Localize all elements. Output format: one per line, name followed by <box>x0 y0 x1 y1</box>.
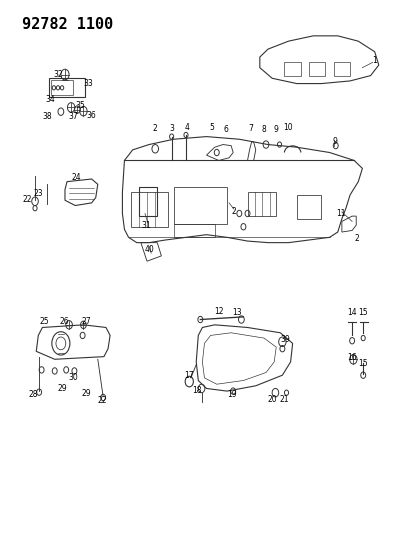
Text: 37: 37 <box>68 112 78 122</box>
Text: 13: 13 <box>233 308 242 317</box>
Text: 2: 2 <box>232 207 236 216</box>
Text: 21: 21 <box>280 394 289 403</box>
Text: 11: 11 <box>336 209 346 218</box>
Text: 28: 28 <box>28 390 38 399</box>
Bar <box>49 78 85 97</box>
Text: 32: 32 <box>53 70 63 79</box>
Text: 25: 25 <box>40 317 49 326</box>
Text: 29: 29 <box>57 384 67 393</box>
Text: 5: 5 <box>209 123 214 132</box>
Bar <box>297 195 321 219</box>
Text: 35: 35 <box>76 101 85 110</box>
Bar <box>131 192 168 227</box>
Text: 15: 15 <box>358 359 368 367</box>
Text: 15: 15 <box>358 308 368 317</box>
Bar <box>285 62 301 76</box>
Text: 23: 23 <box>33 189 43 198</box>
Text: 10: 10 <box>283 123 292 132</box>
Text: 6: 6 <box>224 125 229 134</box>
Text: 19: 19 <box>227 390 237 399</box>
Text: 31: 31 <box>141 221 151 230</box>
Text: 34: 34 <box>46 95 55 104</box>
Text: 9: 9 <box>274 125 279 134</box>
Text: 24: 24 <box>71 173 81 182</box>
Text: 40: 40 <box>145 245 155 254</box>
Text: 4: 4 <box>184 123 189 132</box>
Text: 22: 22 <box>22 195 32 204</box>
Text: 1: 1 <box>372 56 377 65</box>
Text: 3: 3 <box>169 124 174 133</box>
Text: 29: 29 <box>82 389 92 398</box>
Text: 9: 9 <box>332 138 337 147</box>
Text: 7: 7 <box>248 124 253 133</box>
Text: 20: 20 <box>267 394 277 403</box>
Text: 14: 14 <box>347 308 357 317</box>
Text: 38: 38 <box>43 112 52 122</box>
Text: 36: 36 <box>86 111 96 120</box>
Text: 2: 2 <box>153 124 158 133</box>
Text: 33: 33 <box>83 79 93 88</box>
Text: 18: 18 <box>192 386 202 395</box>
Bar <box>51 80 73 95</box>
Text: 8: 8 <box>261 125 266 134</box>
Bar <box>174 224 215 237</box>
Bar <box>247 192 276 216</box>
Text: 12: 12 <box>214 306 223 316</box>
Text: 2: 2 <box>355 235 359 244</box>
Bar <box>334 62 350 76</box>
Text: 26: 26 <box>59 317 69 326</box>
Bar <box>174 187 227 224</box>
Bar <box>139 187 157 216</box>
Text: 16: 16 <box>347 353 357 362</box>
Bar <box>309 62 325 76</box>
Text: 30: 30 <box>68 373 78 382</box>
Text: 22: 22 <box>97 395 107 405</box>
Text: 17: 17 <box>185 370 194 379</box>
Text: 92782 1100: 92782 1100 <box>22 17 113 33</box>
Text: 39: 39 <box>280 335 290 344</box>
Text: 27: 27 <box>82 317 92 326</box>
